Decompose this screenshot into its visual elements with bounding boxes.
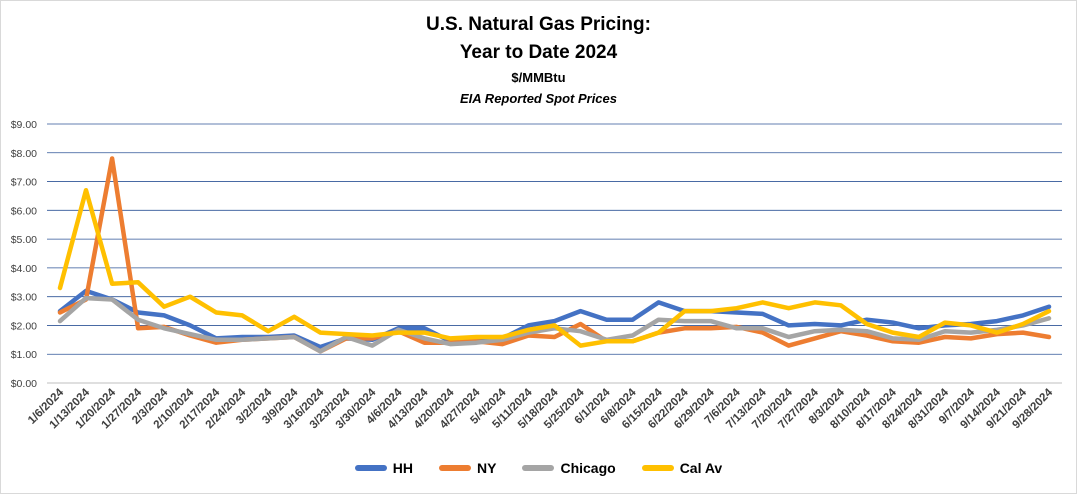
series-line-cal-av: [57, 187, 1052, 348]
legend-item-hh: HH: [354, 460, 413, 476]
y-tick-label: $0.00: [11, 378, 37, 390]
y-tick-label: $2.00: [11, 320, 37, 332]
legend-item-chicago: Chicago: [522, 460, 616, 476]
chart-subtitle-source: EIA Reported Spot Prices: [460, 91, 617, 106]
legend-swatch-cal-av: [641, 465, 674, 471]
legend-label-chicago: Chicago: [560, 460, 616, 476]
legend-swatch-chicago: [522, 465, 555, 471]
chart-title-line2: Year to Date 2024: [459, 42, 618, 63]
y-tick-label: $7.00: [11, 177, 37, 189]
legend-item-ny: NY: [439, 460, 496, 476]
y-tick-label: $5.00: [11, 234, 37, 246]
legend-item-cal-av: Cal Av: [641, 460, 723, 476]
chart-title: U.S. Natural Gas Pricing:: [426, 14, 651, 35]
y-tick-label: $6.00: [11, 205, 37, 217]
legend-label-ny: NY: [477, 460, 497, 476]
series-line-chicago: [57, 295, 1052, 354]
y-tick-label: $1.00: [11, 349, 37, 361]
y-tick-label: $9.00: [11, 119, 37, 131]
legend-label-cal-av: Cal Av: [679, 460, 723, 476]
y-tick-label: $3.00: [11, 292, 37, 304]
y-tick-label: $4.00: [11, 263, 37, 275]
legend: HH NY Chicago Cal Av: [0, 460, 1077, 476]
legend-swatch-hh: [354, 465, 387, 471]
x-axis-ticks: 1/6/20241/13/20241/20/20241/27/20242/3/2…: [26, 386, 1056, 431]
series-lines: [57, 156, 1052, 354]
legend-swatch-ny: [439, 465, 471, 471]
y-axis-ticks: $0.00 $1.00 $2.00 $3.00 $4.00 $5.00 $6.00 $7.00…: [11, 119, 37, 390]
y-tick-label: $8.00: [11, 148, 37, 160]
legend-label-hh: HH: [392, 460, 413, 476]
chart-subtitle-units: $/MMBtu: [511, 70, 566, 85]
